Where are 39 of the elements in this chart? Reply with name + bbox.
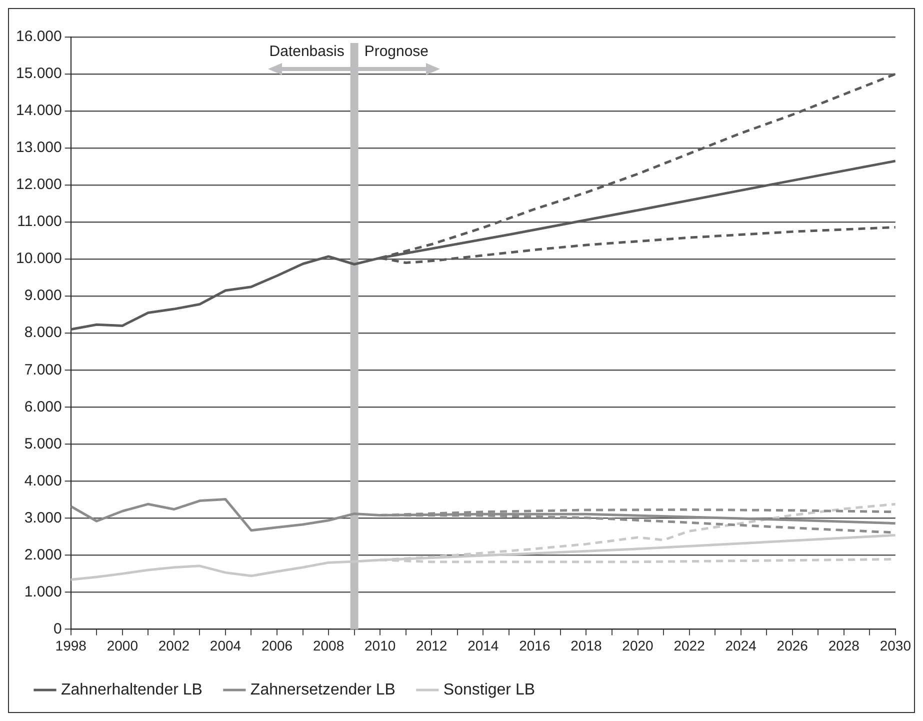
y-tick-label: 6.000: [24, 398, 62, 416]
y-tick-label: 14.000: [16, 102, 62, 120]
annotation: Prognose: [364, 43, 429, 60]
x-tick-label: 2002: [158, 637, 190, 654]
x-tick-label: 2014: [468, 637, 499, 654]
y-tick-label: 3.000: [24, 509, 62, 526]
y-tick-label: 4.000: [24, 472, 62, 490]
y-tick-label: 1.000: [24, 583, 62, 600]
x-tick-label: 2016: [519, 637, 550, 654]
y-tick-label: 13.000: [16, 139, 62, 156]
legend-label: Zahnersetzender LB: [250, 681, 396, 698]
x-tick-label: 2008: [312, 637, 344, 654]
x-tick-label: 2000: [106, 637, 138, 654]
x-tick-label: 2030: [880, 637, 912, 654]
x-tick-label: 2026: [776, 637, 808, 654]
x-tick-label: 2018: [570, 637, 602, 654]
x-tick-label: 2020: [622, 637, 654, 654]
x-tick-label: 2028: [828, 637, 860, 654]
y-tick-label: 8.000: [24, 324, 62, 342]
legend-label: Sonstiger LB: [443, 681, 536, 698]
y-tick-label: 12.000: [16, 176, 62, 194]
y-tick-label: 5.000: [24, 435, 62, 452]
y-tick-label: 11.000: [17, 213, 62, 230]
legend-label: Zahnerhaltender LB: [61, 681, 202, 698]
x-tick-label: 2010: [364, 637, 396, 654]
x-tick-label: 2012: [416, 637, 448, 654]
x-tick-label: 2004: [210, 637, 242, 654]
y-tick-label: 2.000: [24, 546, 62, 564]
x-tick-label: 1998: [55, 637, 87, 654]
y-tick-label: 10.000: [16, 250, 62, 268]
x-tick-label: 2024: [725, 637, 757, 654]
x-tick-label: 2006: [261, 637, 293, 654]
x-tick-label: 2022: [674, 637, 706, 654]
annotation: Datenbasis: [269, 43, 344, 60]
y-tick-label: 7.000: [24, 361, 62, 378]
y-tick-label: 15.000: [16, 65, 62, 82]
y-tick-label: 9.000: [24, 287, 62, 304]
y-tick-label: 16.000: [16, 28, 62, 46]
y-tick-label: 0: [54, 620, 62, 638]
